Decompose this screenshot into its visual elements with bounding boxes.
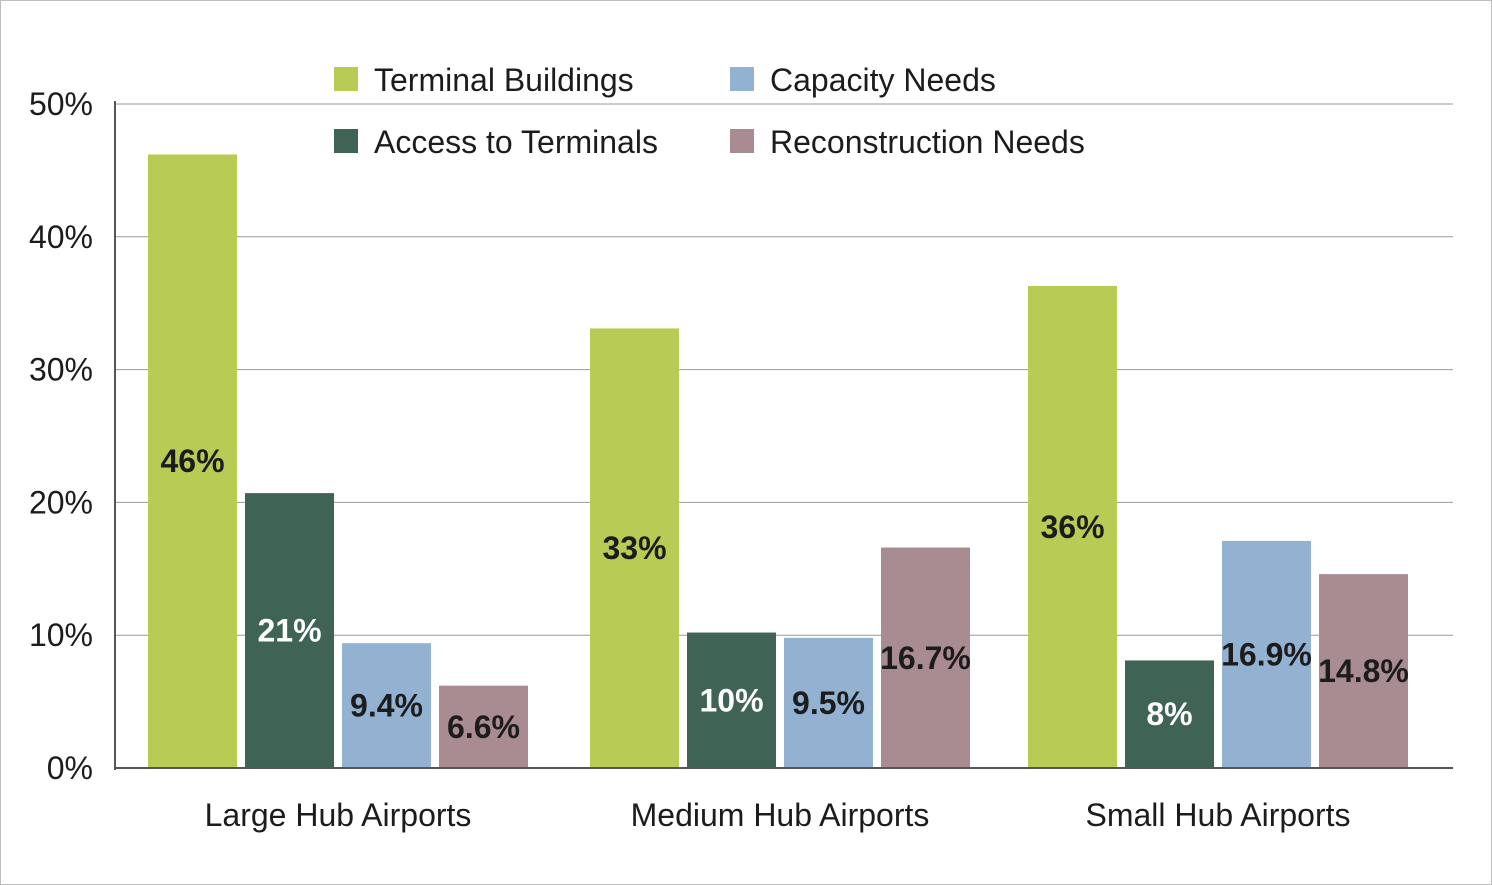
data-label: 16.7% bbox=[880, 640, 971, 676]
legend-item: Reconstruction Needs bbox=[730, 124, 1085, 160]
legend-swatch bbox=[334, 129, 358, 153]
bar bbox=[1319, 574, 1408, 768]
legend-label: Capacity Needs bbox=[770, 62, 996, 98]
legend-label: Terminal Buildings bbox=[374, 62, 634, 98]
x-category-label: Medium Hub Airports bbox=[631, 797, 930, 833]
legend-swatch bbox=[730, 67, 754, 91]
bar bbox=[245, 493, 334, 768]
legend-swatch bbox=[730, 129, 754, 153]
y-tick-label: 20% bbox=[29, 484, 93, 520]
data-label: 33% bbox=[602, 530, 666, 566]
bar bbox=[687, 632, 776, 768]
bar bbox=[1125, 660, 1214, 768]
y-tick-label: 10% bbox=[29, 617, 93, 653]
axes bbox=[114, 101, 1453, 770]
data-label: 14.8% bbox=[1318, 653, 1409, 689]
legend-label: Reconstruction Needs bbox=[770, 124, 1085, 160]
bar bbox=[148, 154, 237, 769]
bar bbox=[1222, 540, 1311, 768]
data-label: 6.6% bbox=[447, 709, 520, 745]
data-label: 16.9% bbox=[1221, 636, 1312, 672]
y-axis-ticks: 0% 10% 20% 30% 40% 50% bbox=[29, 86, 93, 786]
x-category-label: Large Hub Airports bbox=[205, 797, 472, 833]
data-label: 9.5% bbox=[792, 685, 865, 721]
legend-item: Terminal Buildings bbox=[334, 62, 634, 98]
legend-item: Capacity Needs bbox=[730, 62, 996, 98]
legend-swatch bbox=[334, 67, 358, 91]
bars bbox=[148, 154, 1408, 769]
data-label: 8% bbox=[1146, 696, 1192, 732]
bar bbox=[1028, 285, 1117, 768]
data-label: 36% bbox=[1040, 509, 1104, 545]
bar bbox=[342, 643, 431, 768]
bar bbox=[881, 547, 970, 768]
data-label: 10% bbox=[699, 682, 763, 718]
y-tick-label: 0% bbox=[47, 750, 93, 786]
y-tick-label: 30% bbox=[29, 352, 93, 388]
data-label: 46% bbox=[160, 443, 224, 479]
bar bbox=[439, 685, 528, 768]
data-label: 9.4% bbox=[350, 688, 423, 724]
bar bbox=[784, 637, 873, 768]
y-tick-label: 50% bbox=[29, 86, 93, 122]
x-category-label: Small Hub Airports bbox=[1086, 797, 1351, 833]
data-label: 21% bbox=[257, 613, 321, 649]
legend-label: Access to Terminals bbox=[374, 124, 658, 160]
bar bbox=[590, 328, 679, 768]
legend: Terminal Buildings Access to Terminals Cap… bbox=[334, 62, 1085, 160]
y-tick-label: 40% bbox=[29, 219, 93, 255]
data-labels: 46% 33% 36% 21% 10% 8% 9.4% 9.5% 16.9% 6.6% 16.7% 1… bbox=[160, 443, 1408, 745]
legend-item: Access to Terminals bbox=[334, 124, 658, 160]
x-axis-categories: Large Hub Airports Medium Hub Airports Sma… bbox=[205, 797, 1351, 833]
